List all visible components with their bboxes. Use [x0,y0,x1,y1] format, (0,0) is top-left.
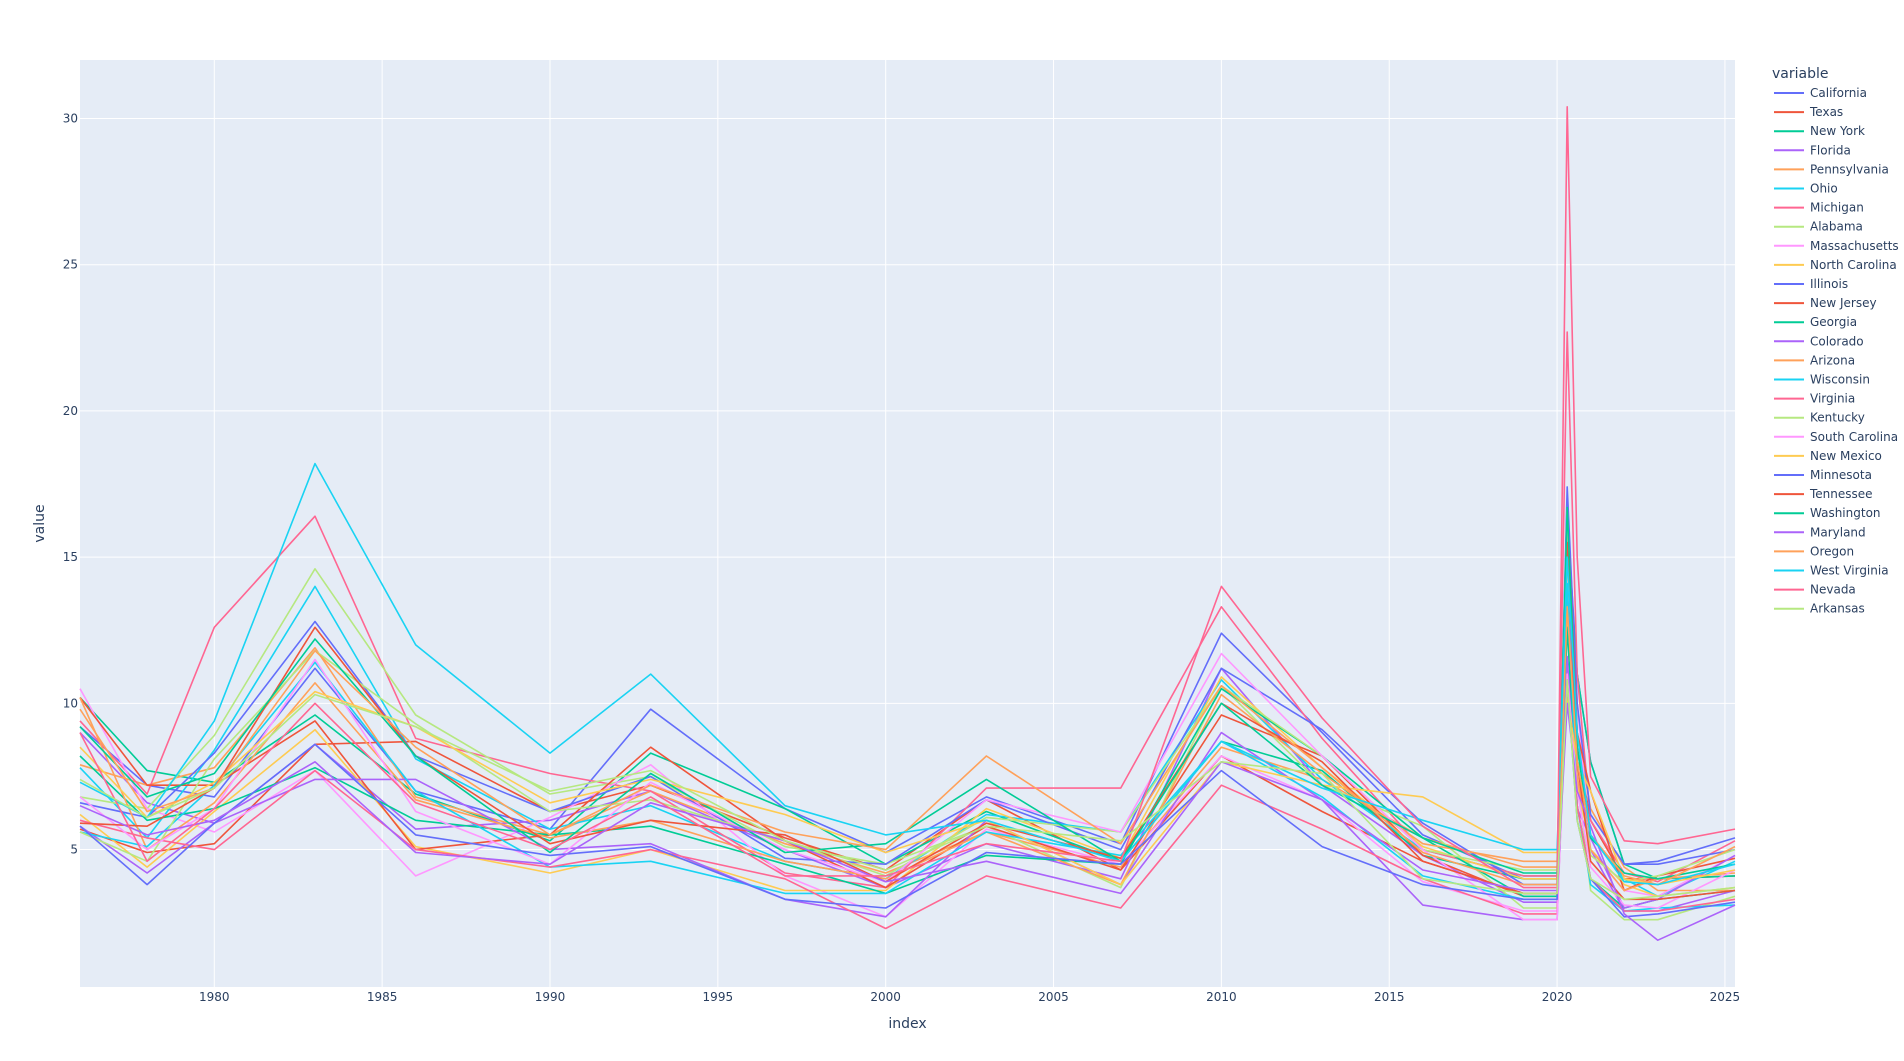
series-line-arkansas [79,679,1736,901]
x-tick-label: 1985 [367,990,398,1004]
y-tick-label: 10 [63,696,78,710]
legend-item[interactable]: Alabama [1774,220,1863,234]
legend-label: Oregon [1810,544,1854,558]
legend-item[interactable]: Nevada [1774,583,1856,597]
legend-item[interactable]: Tennessee [1774,487,1873,501]
legend-label: Wisconsin [1810,373,1870,387]
series-line-new-jersey [79,509,1736,898]
legend-item[interactable]: California [1774,86,1867,100]
legend-item[interactable]: Ohio [1774,182,1838,196]
series-line-tennessee [79,541,1736,901]
x-axis-ticks: 1980 1985 1990 1995 2000 2005 2010 2015 2020 2025 [199,990,1740,1004]
legend-label: New York [1810,124,1865,138]
legend-item[interactable]: Arkansas [1774,602,1865,616]
legend-item[interactable]: Illinois [1774,277,1848,291]
x-tick-label: 2010 [1206,990,1237,1004]
y-tick-label: 15 [63,550,78,564]
legend-label: Minnesota [1810,468,1872,482]
series-line-oregon [79,605,1736,886]
series-line-virginia [79,673,1736,930]
series-line-south-carolina [79,652,1736,921]
x-tick-label: 2005 [1038,990,1069,1004]
legend-item[interactable]: Virginia [1774,392,1855,406]
legend-label: Ohio [1810,182,1838,196]
x-tick-label: 2015 [1374,990,1405,1004]
legend-label: California [1810,86,1867,100]
legend-label: Michigan [1810,201,1864,215]
series-lines [79,106,1736,942]
legend-item[interactable]: North Carolina [1774,258,1897,272]
legend-label: Pennsylvania [1810,162,1889,176]
series-line-nevada [79,106,1736,889]
legend-item[interactable]: New York [1774,124,1865,138]
legend-label: Kentucky [1810,411,1865,425]
legend-label: Arizona [1810,353,1855,367]
x-tick-label: 1990 [535,990,566,1004]
legend-item[interactable]: Pennsylvania [1774,162,1889,176]
legend-label: New Jersey [1810,296,1877,310]
legend-label: New Mexico [1810,449,1882,463]
legend-label: North Carolina [1810,258,1897,272]
legend-item[interactable]: Georgia [1774,315,1857,329]
legend-label: Texas [1809,105,1843,119]
legend-label: Maryland [1810,525,1866,539]
x-tick-label: 1980 [199,990,230,1004]
y-tick-label: 5 [70,843,78,857]
legend-label: Colorado [1810,334,1864,348]
legend-item[interactable]: South Carolina [1774,430,1898,444]
legend-label: Illinois [1810,277,1848,291]
legend-item[interactable]: Wisconsin [1774,373,1870,387]
plot-background [80,60,1735,987]
x-tick-label: 2000 [870,990,901,1004]
legend-label: Georgia [1810,315,1857,329]
legend-label: Massachusetts [1810,239,1899,253]
legend-label: Florida [1810,143,1851,157]
series-line-colorado [79,655,1736,921]
legend-item[interactable]: West Virginia [1774,564,1889,578]
series-line-michigan [79,331,1736,889]
y-axis-ticks: 5 10 15 20 25 30 [63,111,78,856]
legend-item[interactable]: Michigan [1774,201,1864,215]
legend-label: Nevada [1810,583,1856,597]
x-axis-title: index [888,1016,926,1032]
series-line-new-mexico [79,690,1736,886]
legend-item[interactable]: Florida [1774,143,1851,157]
x-tick-label: 2025 [1710,990,1741,1004]
x-tick-label: 1995 [703,990,734,1004]
legend-item[interactable]: Oregon [1774,544,1854,558]
legend-label: Washington [1810,506,1881,520]
legend-item[interactable]: Washington [1774,506,1881,520]
legend-item[interactable]: Massachusetts [1774,239,1899,253]
legend-label: Alabama [1810,220,1863,234]
legend-item[interactable]: New Jersey [1774,296,1877,310]
legend-item[interactable]: Minnesota [1774,468,1872,482]
y-axis-title: value [32,504,48,542]
gridlines [80,60,1735,987]
legend-label: West Virginia [1810,564,1889,578]
x-tick-label: 2020 [1542,990,1573,1004]
legend[interactable]: variable California Texas New York Florida P… [1772,66,1899,616]
legend-label: Arkansas [1810,602,1865,616]
series-line-maryland [79,702,1736,942]
y-tick-label: 30 [63,111,78,125]
y-tick-label: 25 [63,258,78,272]
legend-item[interactable]: New Mexico [1774,449,1882,463]
legend-item[interactable]: Colorado [1774,334,1864,348]
series-line-washington [79,506,1736,880]
legend-item[interactable]: Texas [1774,105,1843,119]
legend-item[interactable]: Maryland [1774,525,1866,539]
legend-label: Tennessee [1809,487,1873,501]
legend-label: Virginia [1810,392,1855,406]
legend-title: variable [1772,66,1828,82]
legend-item[interactable]: Arizona [1774,353,1855,367]
legend-label: South Carolina [1810,430,1898,444]
legend-item[interactable]: Kentucky [1774,411,1865,425]
y-tick-label: 20 [63,404,78,418]
